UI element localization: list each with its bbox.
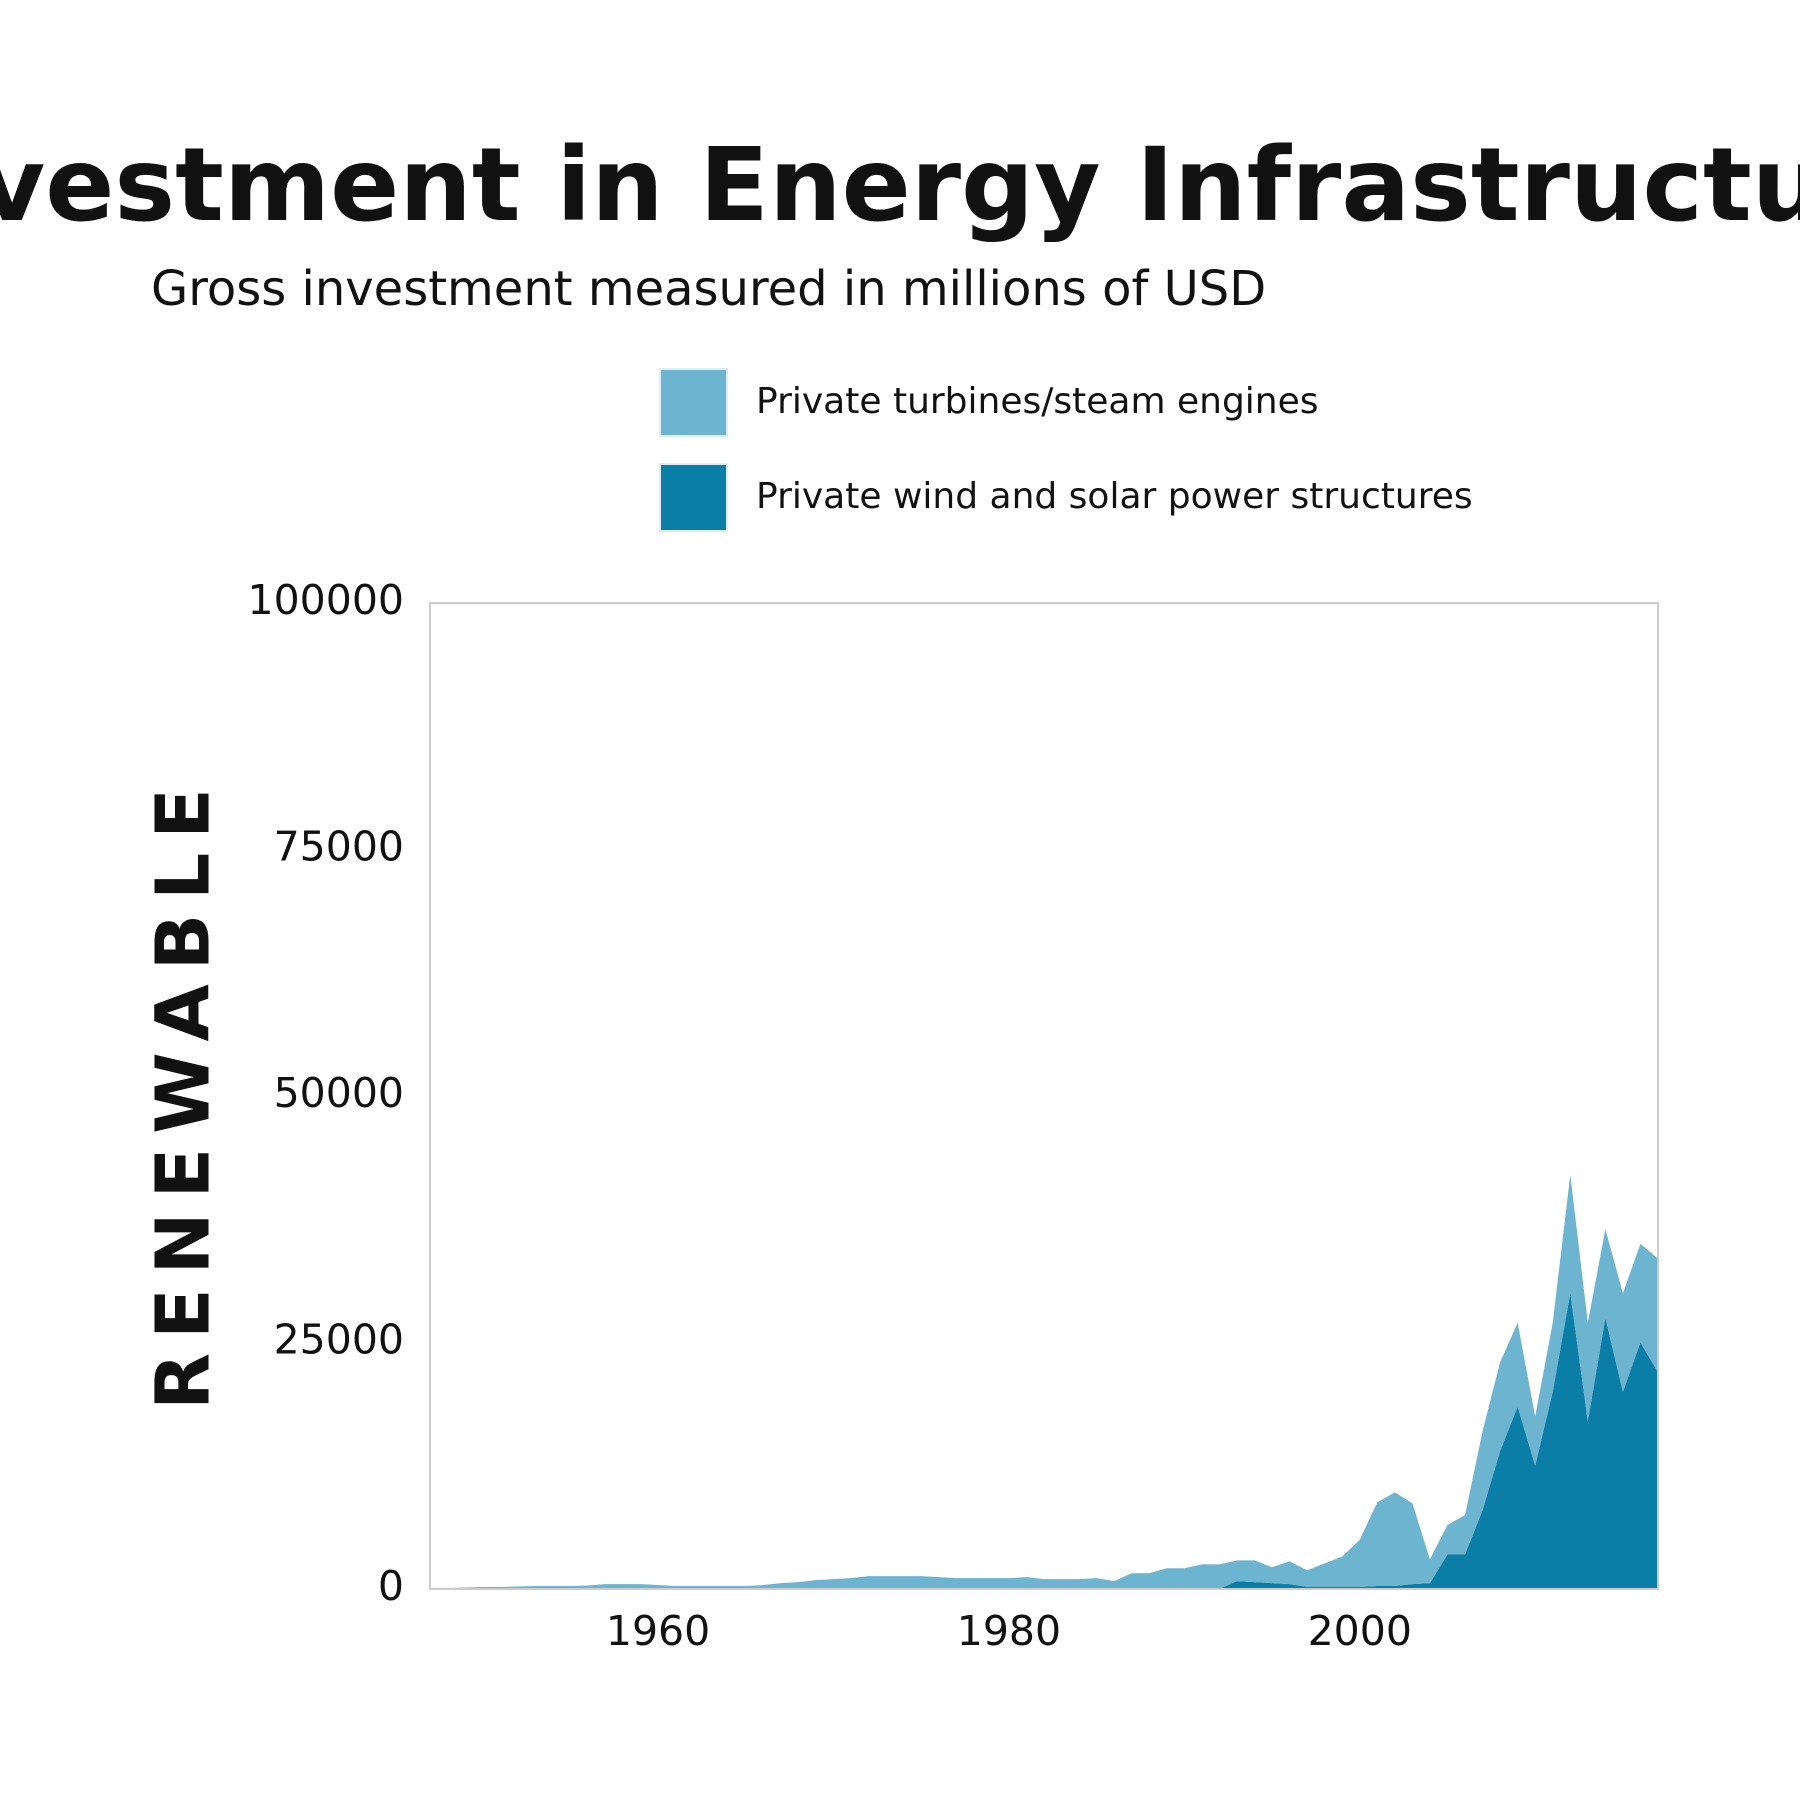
- legend-label: Private wind and solar power structures: [756, 476, 1473, 517]
- y-tick-label: 0: [378, 1562, 404, 1610]
- x-tick-label: 1980: [957, 1607, 1061, 1655]
- legend-label: Private turbines/steam engines: [756, 381, 1319, 422]
- y-tick-label: 50000: [274, 1069, 404, 1117]
- y-tick-label: 75000: [274, 823, 404, 871]
- chart-title: Investment in Energy Infrastructure: [0, 126, 1800, 245]
- legend-swatch: [659, 463, 728, 532]
- y-tick-label: 100000: [247, 576, 404, 624]
- y-axis-label: RENEWABLE: [141, 774, 227, 1410]
- x-tick-label: 1960: [606, 1607, 710, 1655]
- area: [430, 1293, 1658, 1589]
- y-tick-label: 25000: [274, 1316, 404, 1364]
- legend-swatch: [659, 368, 728, 437]
- chart-subtitle: Gross investment measured in millions of…: [151, 261, 1266, 317]
- plot-frame: [429, 602, 1659, 1590]
- x-tick-label: 2000: [1308, 1607, 1412, 1655]
